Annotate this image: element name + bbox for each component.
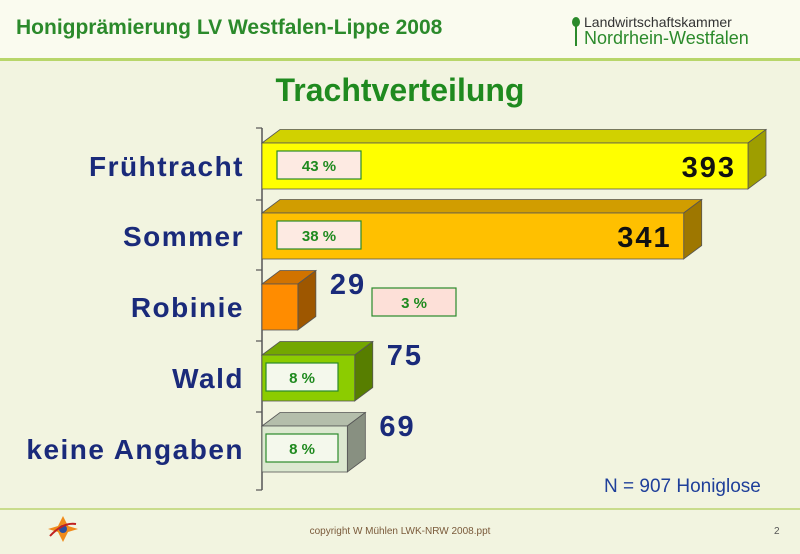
category-label: Sommer [123, 221, 244, 252]
data-label: 393 [682, 152, 736, 184]
category-label: Wald [172, 363, 244, 394]
data-label: 75 [387, 340, 423, 372]
logo-text-line-1: Landwirtschaftskammer [584, 14, 732, 30]
data-label: 341 [617, 222, 671, 254]
footer-divider [0, 508, 800, 510]
percent-label: 8 % [289, 441, 315, 458]
percent-label-box [265, 433, 339, 463]
chart-title: Trachtverteilung [275, 72, 525, 108]
organization-logo: Landwirtschaftskammer Nordrhein-Westfale… [570, 14, 790, 48]
percent-label-box [276, 150, 362, 180]
copyright-text: copyright W Mühlen LWK-NRW 2008.ppt [309, 526, 491, 537]
data-label: 29 [330, 269, 366, 301]
percent-label: 8 % [289, 370, 315, 387]
data-label: 69 [379, 411, 415, 443]
category-label: keine Angaben [26, 434, 244, 465]
percent-label: 38 % [302, 228, 336, 245]
page-number: 2 [774, 526, 780, 537]
slide-header-title: Honigprämierung LV Westfalen-Lippe 2008 [16, 16, 443, 39]
category-label: Robinie [131, 292, 244, 323]
slide-header: Honigprämierung LV Westfalen-Lippe 2008 … [0, 0, 800, 58]
header-divider [0, 58, 800, 61]
percent-label-box [371, 287, 457, 317]
percent-label-box [265, 362, 339, 392]
footer-logo-icon [48, 516, 78, 542]
percent-label-box [276, 220, 362, 250]
percent-label: 43 % [302, 158, 336, 175]
logo-text-line-2: Nordrhein-Westfalen [584, 28, 749, 48]
leaf-icon [572, 17, 580, 46]
bar-top-face [260, 341, 374, 356]
category-label: Frühtracht [89, 151, 244, 182]
percent-label: 3 % [401, 295, 427, 312]
bar [261, 283, 299, 331]
sample-size-note: N = 907 Honiglose [604, 476, 761, 497]
bar-top-face [260, 199, 703, 214]
bar-top-face [260, 129, 768, 144]
